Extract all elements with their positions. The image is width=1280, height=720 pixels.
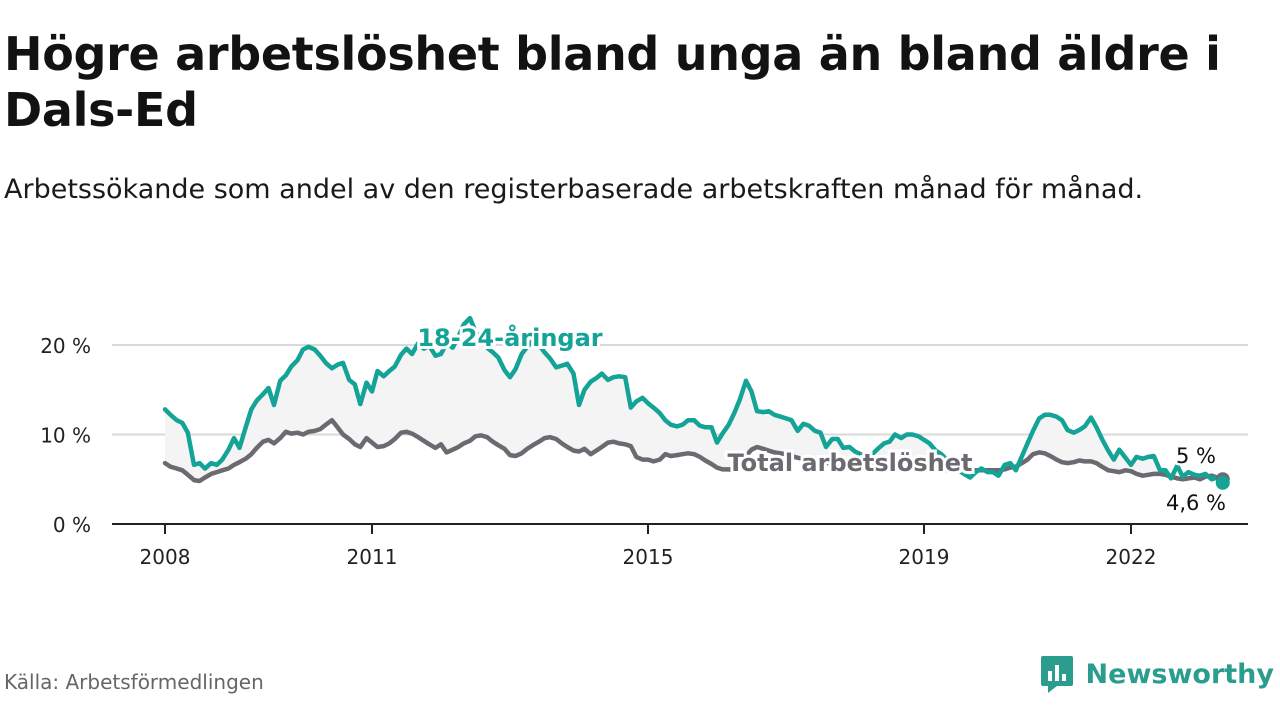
y-tick-label: 0 %	[53, 513, 91, 537]
y-tick-label: 20 %	[40, 334, 91, 358]
chart-title: Högre arbetslöshet bland unga än bland ä…	[4, 27, 1221, 137]
end-label-youth: 4,6 %	[1166, 491, 1226, 515]
x-tick-label: 2022	[1106, 545, 1157, 569]
series-line-youth	[162, 315, 1226, 486]
brand-logo: Newsworthy	[1040, 654, 1274, 694]
chart-subtitle: Arbetssökande som andel av den registerb…	[4, 174, 1144, 205]
end-label-total: 5 %	[1176, 444, 1216, 468]
x-tick-label: 2011	[347, 545, 398, 569]
y-tick-label: 10 %	[40, 424, 91, 448]
x-axis-ticks: 2008 2011 2015 2019 2022	[140, 524, 1157, 569]
difference-band	[165, 318, 1223, 483]
end-dot-youth	[1215, 475, 1230, 490]
x-tick-label: 2008	[140, 545, 191, 569]
y-axis-ticks: 0 % 10 % 20 %	[40, 334, 91, 537]
line-chart: 0 % 10 % 20 % 2008 2011 2015 2019 2022 18-24-å…	[40, 315, 1248, 569]
series-line-total	[162, 417, 1226, 484]
series-label-total: Total arbetslöshet	[727, 449, 972, 477]
newsworthy-logo-icon	[1040, 656, 1073, 693]
series-label-youth: 18-24-åringar	[417, 323, 602, 352]
x-tick-label: 2015	[623, 545, 674, 569]
x-tick-label: 2019	[899, 545, 950, 569]
brand-name: Newsworthy	[1085, 658, 1274, 690]
source-note: Källa: Arbetsförmedlingen	[4, 670, 264, 694]
